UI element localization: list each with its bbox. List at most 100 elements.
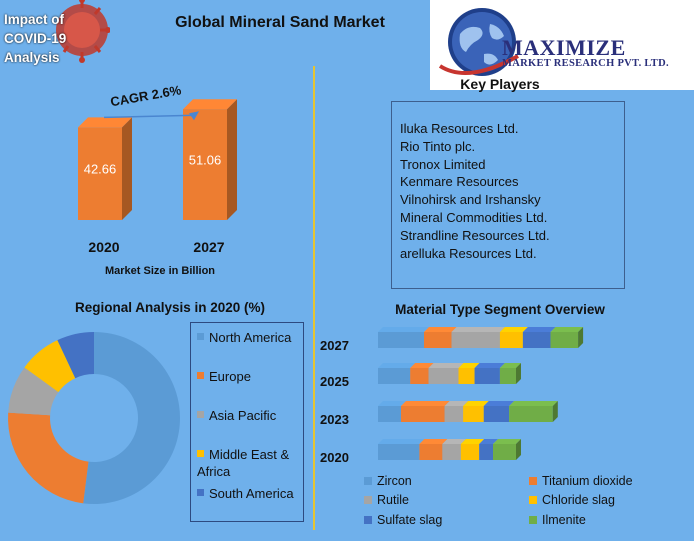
segment-top: [522, 327, 556, 332]
page-title: Global Mineral Sand Market: [175, 14, 385, 31]
bar-value-label: 51.06: [189, 153, 222, 168]
segment-top: [458, 363, 480, 368]
legend-label: North America: [209, 330, 292, 345]
donut-slice-north-america: [83, 332, 180, 504]
key-player-item: Vilnohirsk and Irshansky: [400, 192, 541, 208]
segment-top: [424, 327, 457, 332]
segment-ilmenite: [499, 368, 516, 384]
segment-ilmenite: [550, 332, 579, 348]
segment-top: [499, 327, 528, 332]
segment-zircon: [378, 406, 401, 422]
legend-label: Titanium dioxide: [542, 474, 633, 488]
legend-swatch: [364, 496, 372, 504]
divider: [313, 66, 315, 530]
covid-line-2: COVID-19: [4, 31, 67, 46]
segment-titanium-dioxide: [424, 332, 452, 348]
bar-2020: [78, 127, 122, 220]
category-label: 2020: [320, 450, 349, 465]
key-player-item: Rio Tinto plc.: [400, 138, 476, 154]
segment-ilmenite: [493, 444, 516, 460]
segment-top: [378, 401, 406, 406]
donut-slice-middle-east-africa: [24, 340, 76, 393]
regional-title: Regional Analysis in 2020 (%): [74, 300, 266, 315]
legend-item-europe: Europe: [197, 368, 251, 385]
segment-top: [451, 327, 505, 332]
legend-swatch: [197, 450, 204, 457]
segment-sulfate-slag: [483, 406, 510, 422]
legend-item-middle-east-africa: Middle East & Africa: [197, 446, 297, 480]
segment-sulfate-slag: [479, 444, 493, 460]
cagr-arrow: [103, 114, 196, 119]
segment-top: [410, 363, 434, 368]
segment-rutile: [451, 332, 500, 348]
covid-line-3: Analysis: [4, 50, 60, 65]
segment-ilmenite: [509, 406, 553, 422]
donut-slice-asia-pacific: [8, 367, 59, 416]
legend-swatch: [529, 477, 537, 485]
material-legend-rutile: Rutile: [364, 493, 409, 507]
segment-top: [463, 401, 489, 406]
legend-label: South America: [209, 486, 294, 501]
market-size-chart: 42.66 2020 51.06 2027 CAGR 2.6%: [78, 85, 237, 255]
segment-zircon: [378, 444, 420, 460]
key-player-item: arelluka Resources Ltd.: [400, 245, 537, 261]
segment-top: [499, 363, 521, 368]
category-label: 2023: [320, 412, 349, 427]
regional-legend: North America Europe Asia Pacific Middle…: [190, 322, 304, 522]
legend-item-south-america: South America: [197, 485, 294, 502]
category-label: 2027: [320, 338, 349, 353]
segment-titanium-dioxide: [419, 444, 443, 460]
bar-category-label: 2027: [193, 239, 224, 255]
logo-name: MAXIMIZE: [502, 35, 626, 60]
legend-label: Rutile: [377, 493, 409, 507]
key-player-item: Mineral Commodities Ltd.: [400, 209, 548, 225]
key-players-title: Key Players: [460, 76, 540, 92]
category-label: 2025: [320, 374, 349, 389]
legend-label: Ilmenite: [542, 513, 586, 527]
segment-sulfate-slag: [474, 368, 500, 384]
segment-top: [444, 401, 469, 406]
material-legend-ilmenite: Ilmenite: [529, 513, 586, 527]
segment-top: [474, 363, 505, 368]
material-legend-titanium-dioxide: Titanium dioxide: [529, 474, 633, 488]
legend-swatch: [529, 496, 537, 504]
legend-label: Asia Pacific: [209, 408, 277, 423]
cagr-label: CAGR 2.6%: [109, 85, 182, 109]
segment-top: [401, 401, 450, 406]
bar-side: [122, 117, 132, 220]
segment-chloride-slag: [458, 368, 475, 384]
segment-side: [552, 401, 558, 422]
cagr-arrowhead: [189, 111, 199, 121]
key-players-box: [391, 101, 625, 289]
covid-badge-text: Impact of COVID-19 Analysis: [4, 10, 66, 67]
material-legend-sulfate-slag: Sulfate slag: [364, 513, 442, 527]
segment-top: [419, 439, 448, 444]
key-player-item: Strandline Resources Ltd.: [400, 227, 550, 243]
legend-label: Zircon: [377, 474, 412, 488]
segment-top: [378, 363, 416, 368]
segment-side: [516, 439, 521, 460]
segment-top: [483, 401, 515, 406]
logo[interactable]: [430, 0, 694, 90]
bar-top: [183, 99, 237, 110]
segment-chloride-slag: [460, 444, 480, 460]
material-title: Material Type Segment Overview: [395, 302, 605, 317]
segment-zircon: [378, 332, 424, 348]
covid-badge[interactable]: Impact of COVID-19 Analysis: [0, 0, 110, 82]
legend-label: Europe: [209, 369, 251, 384]
segment-side: [516, 363, 521, 384]
key-player-item: Tronox Limited: [400, 156, 486, 172]
bar-top: [78, 117, 132, 128]
legend-swatch: [364, 516, 372, 524]
legend-swatch: [197, 372, 204, 379]
segment-chloride-slag: [463, 406, 484, 422]
segment-rutile: [442, 444, 461, 460]
segment-top: [460, 439, 485, 444]
legend-label: Sulfate slag: [377, 513, 443, 527]
donut-slice-europe: [8, 412, 89, 504]
bar-2027: [183, 109, 227, 220]
segment-top: [509, 401, 558, 406]
segment-sulfate-slag: [522, 332, 551, 348]
segment-top: [442, 439, 466, 444]
